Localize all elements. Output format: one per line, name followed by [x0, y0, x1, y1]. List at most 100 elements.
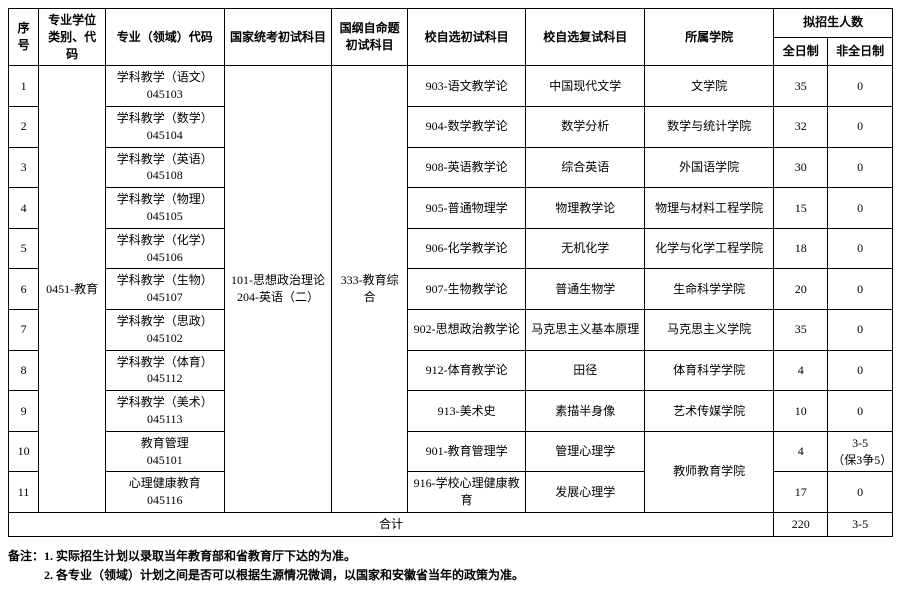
cell-major: 学科教学（生物）045107 — [106, 269, 225, 310]
cell-school-self-retest: 中国现代文学 — [526, 66, 645, 107]
cell-seq: 7 — [9, 309, 39, 350]
cell-school-self-init: 901-教育管理学 — [407, 431, 526, 472]
cell-fulltime: 15 — [774, 188, 828, 229]
cell-school-self-init: 908-英语教学论 — [407, 147, 526, 188]
cell-college: 文学院 — [644, 66, 773, 107]
cell-seq: 1 — [9, 66, 39, 107]
cell-national-exam: 101-思想政治理论204-英语（二） — [224, 66, 332, 513]
cell-fulltime: 4 — [774, 350, 828, 391]
cell-national-self: 333-教育综合 — [332, 66, 407, 513]
cell-major: 教育管理045101 — [106, 431, 225, 472]
cell-seq: 3 — [9, 147, 39, 188]
table-row: 10451-教育学科教学（语文）045103101-思想政治理论204-英语（二… — [9, 66, 893, 107]
notes-section: 备注：1. 实际招生计划以录取当年教育部和省教育厅下达的为准。 2. 各专业（领… — [8, 547, 893, 585]
cell-college: 艺术传媒学院 — [644, 391, 773, 432]
cell-fulltime: 18 — [774, 228, 828, 269]
cell-major: 心理健康教育045116 — [106, 472, 225, 513]
table-row: 3 学科教学（英语）045108 908-英语教学论综合英语外国语学院300 — [9, 147, 893, 188]
header-school-self-init: 校自选初试科目 — [407, 9, 526, 66]
totals-label: 合计 — [9, 512, 774, 536]
totals-parttime: 3-5 — [828, 512, 893, 536]
cell-category: 0451-教育 — [39, 66, 106, 513]
cell-school-self-retest: 素描半身像 — [526, 391, 645, 432]
cell-fulltime: 4 — [774, 431, 828, 472]
cell-parttime: 0 — [828, 188, 893, 229]
cell-parttime: 0 — [828, 147, 893, 188]
header-national-exam: 国家统考初试科目 — [224, 9, 332, 66]
cell-college: 外国语学院 — [644, 147, 773, 188]
cell-school-self-init: 905-普通物理学 — [407, 188, 526, 229]
table-body: 10451-教育学科教学（语文）045103101-思想政治理论204-英语（二… — [9, 66, 893, 513]
cell-college: 教师教育学院 — [644, 431, 773, 512]
table-row: 5学科教学（化学）045106906-化学教学论无机化学化学与化学工程学院180 — [9, 228, 893, 269]
header-college: 所属学院 — [644, 9, 773, 66]
cell-college: 物理与材料工程学院 — [644, 188, 773, 229]
cell-fulltime: 30 — [774, 147, 828, 188]
cell-major: 学科教学（数学）045104 — [106, 106, 225, 147]
cell-school-self-retest: 综合英语 — [526, 147, 645, 188]
cell-fulltime: 17 — [774, 472, 828, 513]
cell-college: 化学与化学工程学院 — [644, 228, 773, 269]
table-row: 9 学科教学（美术）045113 913-美术史素描半身像艺术传媒学院100 — [9, 391, 893, 432]
cell-parttime: 0 — [828, 106, 893, 147]
cell-school-self-init: 907-生物教学论 — [407, 269, 526, 310]
table-row: 8 学科教学（体育）045112 912-体育教学论田径体育科学学院40 — [9, 350, 893, 391]
cell-major: 学科教学（美术）045113 — [106, 391, 225, 432]
cell-school-self-init: 912-体育教学论 — [407, 350, 526, 391]
cell-school-self-init: 916-学校心理健康教育 — [407, 472, 526, 513]
cell-college: 数学与统计学院 — [644, 106, 773, 147]
cell-seq: 10 — [9, 431, 39, 472]
header-seq: 序号 — [9, 9, 39, 66]
cell-major: 学科教学（思政）045102 — [106, 309, 225, 350]
cell-parttime: 0 — [828, 66, 893, 107]
cell-school-self-init: 902-思想政治教学论 — [407, 309, 526, 350]
cell-seq: 5 — [9, 228, 39, 269]
header-category: 专业学位类别、代码 — [39, 9, 106, 66]
cell-school-self-init: 903-语文教学论 — [407, 66, 526, 107]
cell-major: 学科教学（体育）045112 — [106, 350, 225, 391]
cell-school-self-init: 913-美术史 — [407, 391, 526, 432]
cell-parttime: 0 — [828, 391, 893, 432]
header-fulltime: 全日制 — [774, 37, 828, 66]
cell-fulltime: 10 — [774, 391, 828, 432]
cell-parttime: 3-5（保3争5） — [828, 431, 893, 472]
cell-school-self-retest: 管理心理学 — [526, 431, 645, 472]
note-line-1: 备注：1. 实际招生计划以录取当年教育部和省教育厅下达的为准。 — [8, 547, 893, 566]
note-line-2: 2. 各专业（领域）计划之间是否可以根据生源情况微调，以国家和安徽省当年的政策为… — [8, 566, 893, 585]
cell-seq: 11 — [9, 472, 39, 513]
cell-college: 体育科学学院 — [644, 350, 773, 391]
cell-school-self-init: 906-化学教学论 — [407, 228, 526, 269]
header-parttime: 非全日制 — [828, 37, 893, 66]
totals-row: 合计 220 3-5 — [9, 512, 893, 536]
header-national-self: 国纲自命题初试科目 — [332, 9, 407, 66]
header-enrollment: 拟招生人数 — [774, 9, 893, 38]
cell-school-self-retest: 物理教学论 — [526, 188, 645, 229]
cell-major: 学科教学（物理）045105 — [106, 188, 225, 229]
cell-college: 马克思主义学院 — [644, 309, 773, 350]
cell-major: 学科教学（英语）045108 — [106, 147, 225, 188]
cell-seq: 6 — [9, 269, 39, 310]
cell-major: 学科教学（化学）045106 — [106, 228, 225, 269]
table-row: 7 学科教学（思政）045102 902-思想政治教学论马克思主义基本原理马克思主义… — [9, 309, 893, 350]
cell-seq: 4 — [9, 188, 39, 229]
table-row: 6学科教学（生物）045107907-生物教学论普通生物学生命科学学院200 — [9, 269, 893, 310]
header-school-self-retest: 校自选复试科目 — [526, 9, 645, 66]
cell-school-self-retest: 马克思主义基本原理 — [526, 309, 645, 350]
cell-school-self-retest: 无机化学 — [526, 228, 645, 269]
admissions-table: 序号 专业学位类别、代码 专业（领域）代码 国家统考初试科目 国纲自命题初试科目… — [8, 8, 893, 537]
table-row: 10教育管理045101901-教育管理学管理心理学教师教育学院43-5（保3争… — [9, 431, 893, 472]
cell-fulltime: 20 — [774, 269, 828, 310]
cell-parttime: 0 — [828, 350, 893, 391]
cell-school-self-retest: 数学分析 — [526, 106, 645, 147]
table-row: 2学科教学（数学）045104904-数学教学论数学分析数学与统计学院320 — [9, 106, 893, 147]
table-row: 4 学科教学（物理）045105 905-普通物理学物理教学论物理与材料工程学院15… — [9, 188, 893, 229]
cell-parttime: 0 — [828, 269, 893, 310]
cell-fulltime: 35 — [774, 66, 828, 107]
cell-school-self-retest: 田径 — [526, 350, 645, 391]
cell-seq: 8 — [9, 350, 39, 391]
cell-school-self-retest: 发展心理学 — [526, 472, 645, 513]
cell-major: 学科教学（语文）045103 — [106, 66, 225, 107]
cell-parttime: 0 — [828, 472, 893, 513]
cell-seq: 9 — [9, 391, 39, 432]
cell-college: 生命科学学院 — [644, 269, 773, 310]
